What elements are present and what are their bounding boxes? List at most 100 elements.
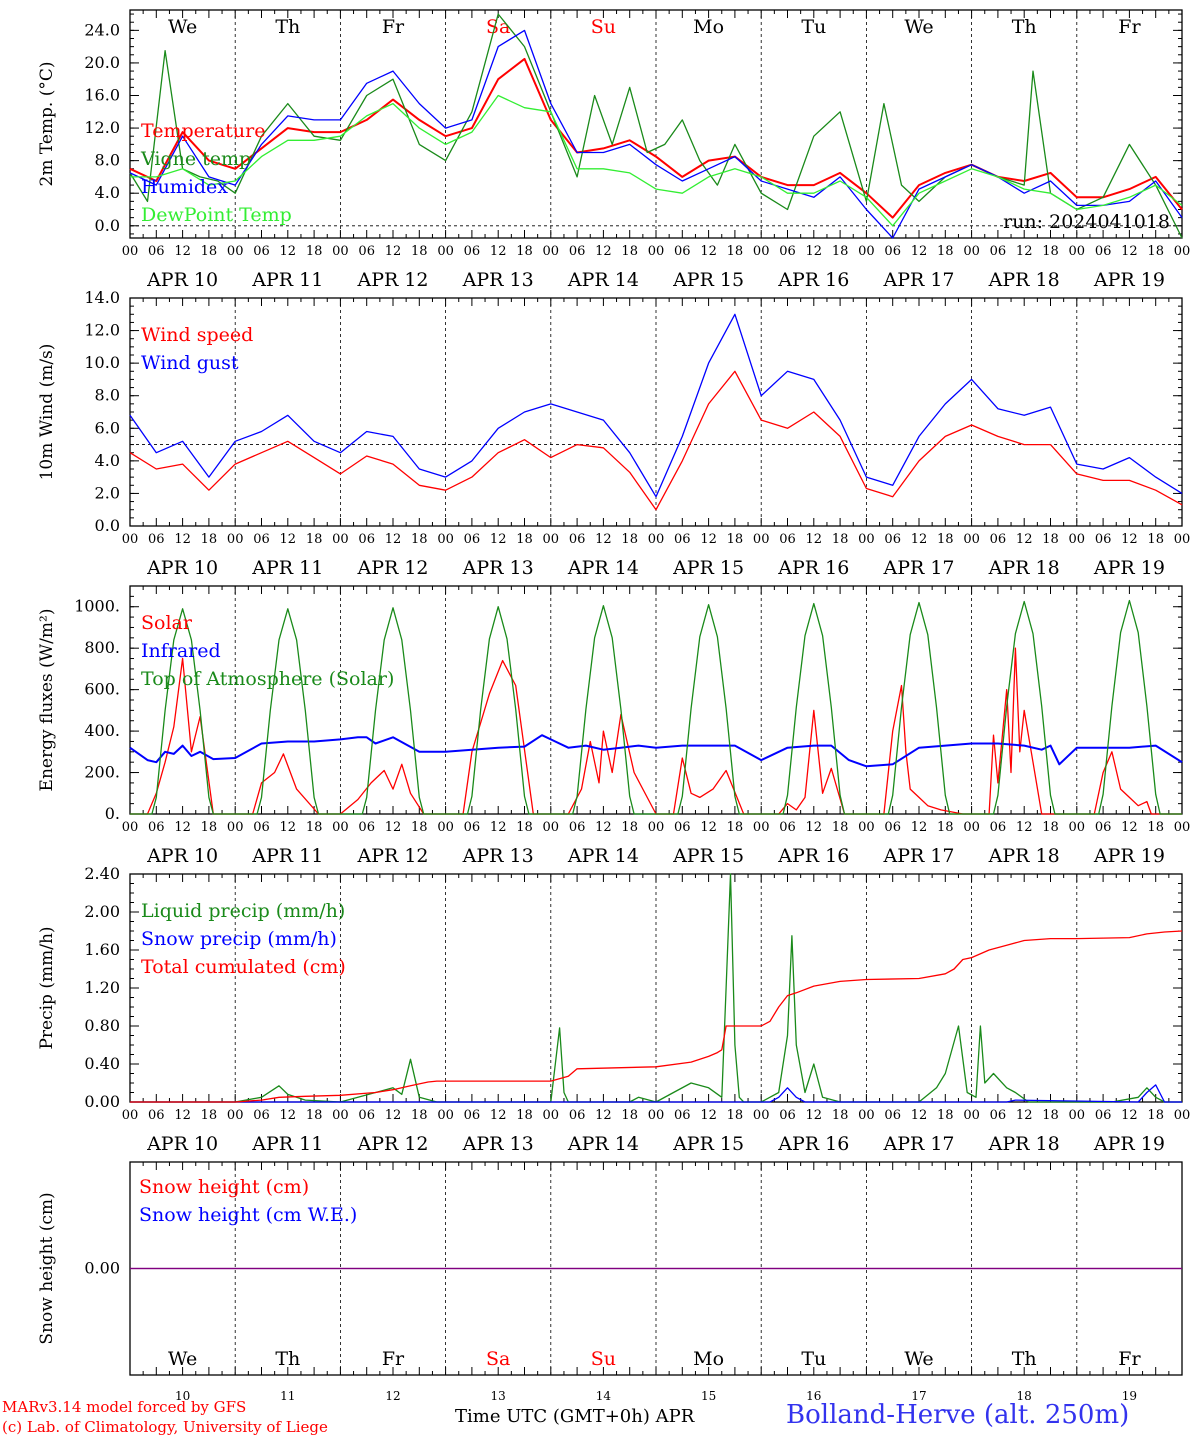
hour-tick-label: 18 bbox=[306, 244, 323, 259]
hour-tick-label: 00 bbox=[648, 820, 665, 835]
date-label: APR 19 bbox=[1093, 557, 1165, 579]
y-tick-label: 0.00 bbox=[84, 1092, 120, 1111]
y-tick-label: 20.0 bbox=[84, 53, 120, 72]
legend-entry: Snow height (cm W.E.) bbox=[139, 1204, 357, 1226]
hour-tick-label: 18 bbox=[937, 820, 954, 835]
date-label: APR 12 bbox=[356, 845, 428, 867]
date-label: APR 12 bbox=[356, 1133, 428, 1155]
date-label: APR 11 bbox=[251, 845, 323, 867]
hour-tick-label: 18 bbox=[516, 532, 533, 547]
hour-tick-label: 18 bbox=[201, 532, 218, 547]
hour-tick-label: 00 bbox=[858, 532, 875, 547]
date-label: APR 16 bbox=[777, 557, 849, 579]
hour-tick-label: 00 bbox=[437, 820, 454, 835]
weekday-label: Fr bbox=[382, 1348, 405, 1370]
day-number-label: 16 bbox=[806, 1389, 821, 1403]
hour-tick-label: 00 bbox=[753, 1108, 770, 1123]
day-number-label: 15 bbox=[701, 1389, 716, 1403]
hour-tick-label: 00 bbox=[122, 244, 139, 259]
series-line-3 bbox=[129, 29, 1183, 239]
date-label: APR 12 bbox=[356, 269, 428, 291]
y-axis-label: 2m Temp. (°C) bbox=[37, 61, 57, 186]
hour-tick-label: 12 bbox=[1016, 820, 1033, 835]
hour-tick-label: 00 bbox=[963, 532, 980, 547]
hour-tick-label: 18 bbox=[832, 820, 849, 835]
hour-tick-label: 12 bbox=[280, 1108, 297, 1123]
hour-tick-label: 12 bbox=[385, 820, 402, 835]
hour-tick-label: 12 bbox=[490, 1108, 507, 1123]
series-line-1 bbox=[129, 370, 1183, 511]
y-tick-label: 0.0 bbox=[95, 216, 120, 235]
date-label: APR 17 bbox=[882, 269, 954, 291]
hour-tick-label: 12 bbox=[1016, 244, 1033, 259]
y-tick-label: 4.0 bbox=[95, 183, 120, 202]
y-tick-label: 4.0 bbox=[95, 451, 120, 470]
hour-tick-label: 00 bbox=[1069, 1108, 1086, 1123]
weekday-label: Su bbox=[591, 16, 616, 38]
hour-tick-label: 18 bbox=[201, 820, 218, 835]
hour-tick-label: 18 bbox=[201, 244, 218, 259]
weekday-label: Th bbox=[1012, 1348, 1037, 1370]
hour-tick-label: 12 bbox=[280, 532, 297, 547]
day-number-label: 18 bbox=[1017, 1389, 1032, 1403]
hour-tick-label: 18 bbox=[306, 820, 323, 835]
panel-1: 24.0 20.0 16.0 12.0 8.0 4.0 0.0 2m Temp. (°C) 00… bbox=[37, 9, 1190, 291]
hour-tick-label: 00 bbox=[332, 820, 349, 835]
y-tick-label: 2.0 bbox=[95, 483, 120, 502]
day-number-label: 12 bbox=[385, 1389, 400, 1403]
legend-entry: Wind speed bbox=[141, 324, 253, 346]
y-tick-label: 1.60 bbox=[84, 940, 120, 959]
weekday-label: Mo bbox=[693, 1348, 724, 1370]
weekday-label: Fr bbox=[1118, 1348, 1141, 1370]
y-tick-label: 1000. bbox=[74, 597, 120, 616]
hour-tick-label: 12 bbox=[385, 244, 402, 259]
date-label: APR 18 bbox=[988, 557, 1060, 579]
date-label: APR 18 bbox=[988, 845, 1060, 867]
panel-5: 0.00 Snow height (cm) We 10 Th 11 Fr 12 Sa 13 Su 14… bbox=[37, 1161, 1183, 1403]
hour-tick-label: 06 bbox=[148, 244, 165, 259]
hour-tick-label: 06 bbox=[674, 244, 691, 259]
hour-tick-label: 06 bbox=[990, 532, 1007, 547]
date-label: APR 14 bbox=[567, 1133, 639, 1155]
hour-tick-label: 18 bbox=[411, 244, 428, 259]
hour-tick-label: 12 bbox=[490, 820, 507, 835]
hour-tick-label: 00 bbox=[858, 820, 875, 835]
hour-tick-label: 12 bbox=[806, 244, 823, 259]
hour-tick-label: 06 bbox=[779, 820, 796, 835]
hour-tick-label: 06 bbox=[358, 532, 375, 547]
hour-tick-label: 18 bbox=[727, 820, 744, 835]
hour-tick-label: 00 bbox=[332, 244, 349, 259]
hour-tick-label: 06 bbox=[779, 1108, 796, 1123]
hour-tick-label: 06 bbox=[148, 1108, 165, 1123]
hour-tick-label: 18 bbox=[1042, 244, 1059, 259]
weekday-label: We bbox=[904, 1348, 933, 1370]
date-label: APR 10 bbox=[146, 269, 218, 291]
y-tick-label: 2.40 bbox=[84, 864, 120, 883]
hour-tick-label: 18 bbox=[516, 1108, 533, 1123]
hour-tick-label: 18 bbox=[727, 244, 744, 259]
hour-tick-label: 00 bbox=[1174, 820, 1191, 835]
hour-tick-label: 06 bbox=[990, 820, 1007, 835]
hour-tick-label: 18 bbox=[727, 532, 744, 547]
day-number-label: 11 bbox=[280, 1389, 295, 1403]
series-line-3 bbox=[130, 930, 1183, 1103]
hour-tick-label: 06 bbox=[990, 244, 1007, 259]
hour-tick-label: 12 bbox=[1121, 532, 1138, 547]
hour-tick-label: 18 bbox=[727, 1108, 744, 1123]
date-label: APR 16 bbox=[777, 1133, 849, 1155]
date-label: APR 15 bbox=[672, 1133, 744, 1155]
legend-entry: Solar bbox=[141, 612, 193, 634]
weekday-label: Su bbox=[591, 1348, 616, 1370]
hour-tick-label: 12 bbox=[700, 1108, 717, 1123]
y-tick-label: 0.40 bbox=[84, 1054, 120, 1073]
hour-tick-label: 06 bbox=[464, 532, 481, 547]
hour-tick-label: 18 bbox=[937, 532, 954, 547]
hour-tick-label: 06 bbox=[253, 1108, 270, 1123]
series-line-4 bbox=[130, 94, 1183, 227]
legend-entry: Humidex bbox=[141, 176, 228, 198]
credit-line-2: (c) Lab. of Climatology, University of L… bbox=[2, 1418, 328, 1436]
hour-tick-label: 18 bbox=[1042, 532, 1059, 547]
panel-4: 2.40 2.00 1.60 1.20 0.80 0.40 0.00 Precip (mm/h… bbox=[37, 864, 1190, 1155]
hour-tick-label: 00 bbox=[753, 532, 770, 547]
date-label: APR 17 bbox=[882, 845, 954, 867]
